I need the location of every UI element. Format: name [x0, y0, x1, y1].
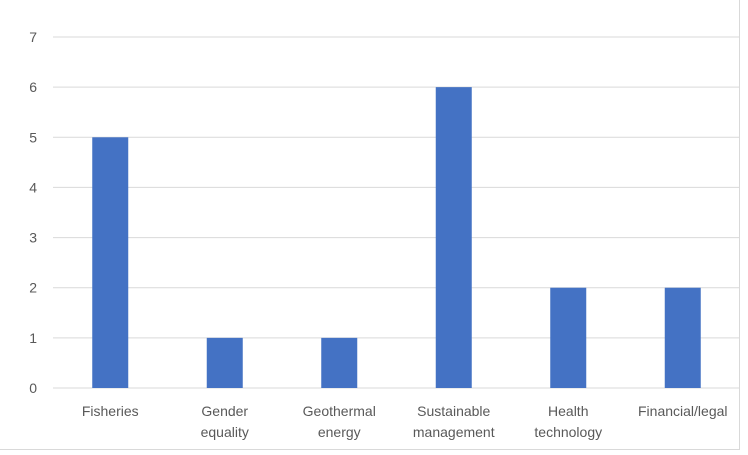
gridlines — [53, 37, 740, 388]
x-tick-label: Health technology — [534, 403, 602, 440]
x-axis-ticks: Fisheries Gender equality Geothermal energy S… — [82, 403, 728, 440]
y-tick-label: 0 — [29, 380, 37, 396]
chart-frame: 0 1 2 3 4 5 6 7 Fisheries Gender equality Geotherm… — [0, 0, 740, 450]
bar — [436, 87, 472, 388]
bar-chart: 0 1 2 3 4 5 6 7 Fisheries Gender equality Geotherm… — [0, 0, 740, 450]
bar — [665, 288, 701, 388]
y-tick-label: 1 — [29, 330, 37, 346]
y-tick-label: 4 — [29, 179, 37, 195]
y-tick-label: 7 — [29, 29, 37, 45]
bar — [321, 338, 357, 388]
x-tick-label: Fisheries — [82, 403, 139, 419]
y-tick-label: 5 — [29, 129, 37, 145]
y-axis-ticks: 0 1 2 3 4 5 6 7 — [29, 29, 37, 396]
x-tick-label: Sustainable management — [413, 403, 495, 440]
y-tick-label: 6 — [29, 79, 37, 95]
y-tick-label: 2 — [29, 280, 37, 296]
x-tick-label: Geothermal energy — [303, 403, 376, 440]
x-tick-label: Financial/legal — [638, 403, 728, 419]
y-tick-label: 3 — [29, 230, 37, 246]
bar — [207, 338, 243, 388]
x-tick-label: Gender equality — [201, 403, 249, 440]
bar — [92, 137, 128, 388]
bar — [550, 288, 586, 388]
